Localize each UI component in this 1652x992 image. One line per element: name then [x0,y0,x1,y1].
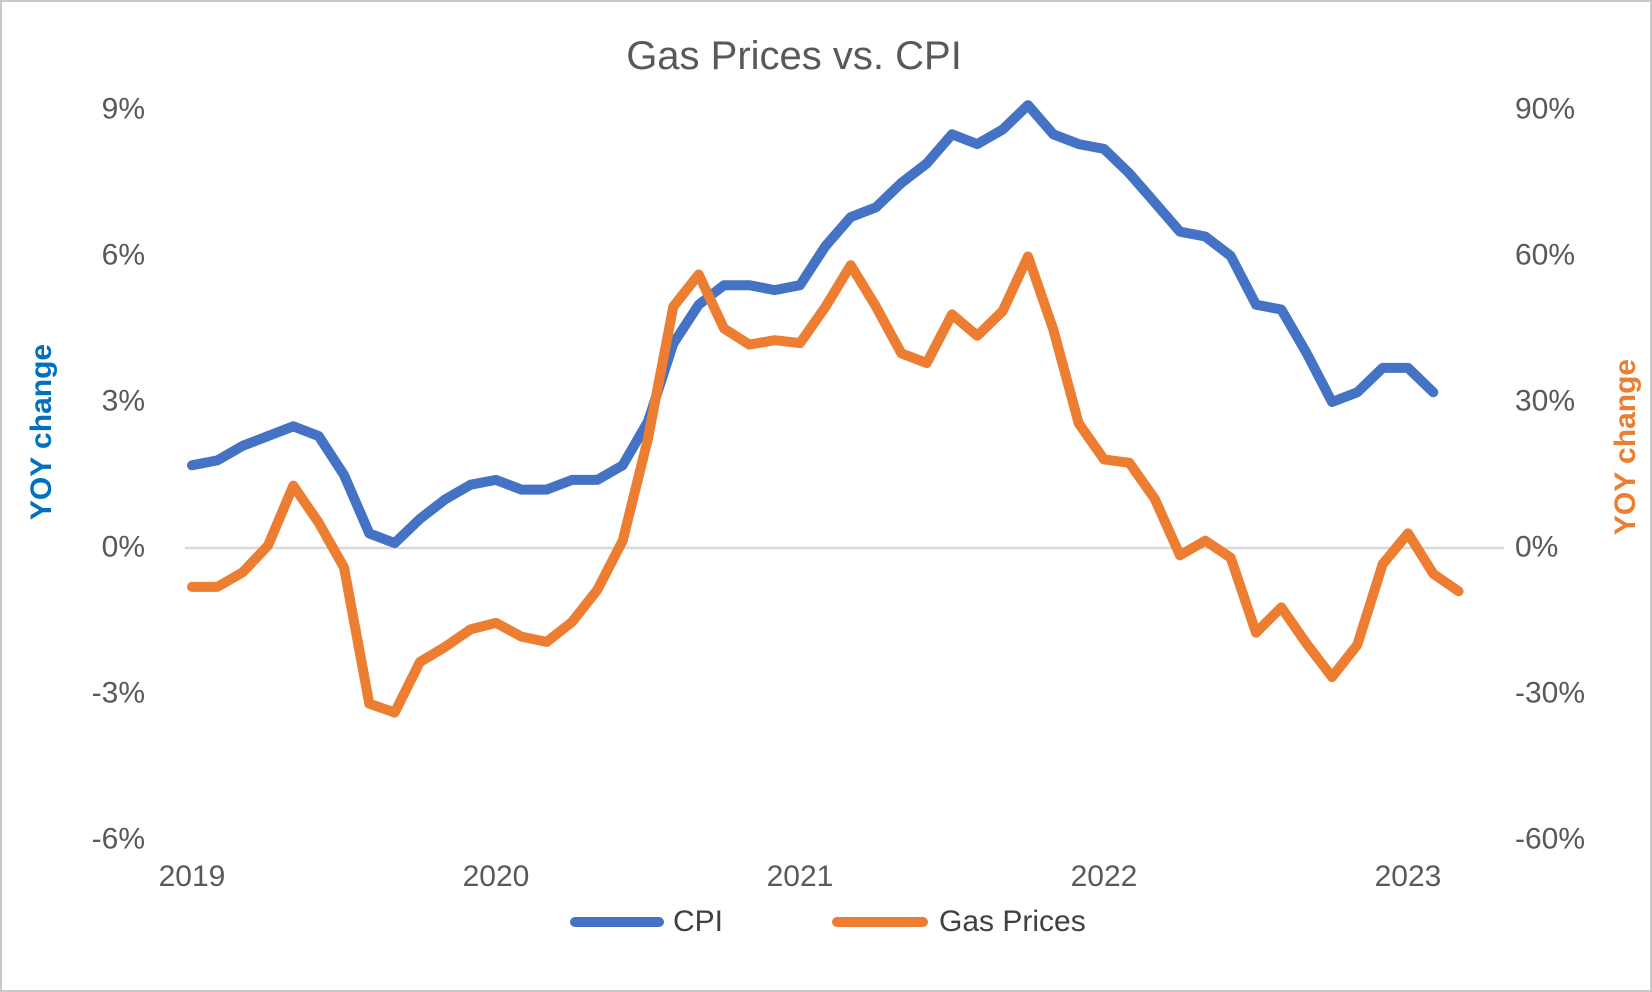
legend-swatch-cpi [570,917,664,927]
y-tick-left-neg6: -6% [91,822,145,856]
y-tick-left-0: 0% [101,530,145,564]
x-tick-2021: 2021 [766,860,834,893]
x-tick-2020: 2020 [462,860,530,893]
cpi-line [187,100,1439,549]
y-tick-left-9: 9% [101,92,145,126]
chart-title: Gas Prices vs. CPI [626,34,962,78]
y-tick-left-3: 3% [101,384,145,418]
y-tick-left-neg3: -3% [91,676,145,710]
x-tick-2022: 2022 [1070,860,1138,893]
y-tick-right-30: 30% [1515,384,1576,418]
y-tick-right-90: 90% [1515,92,1576,126]
legend-label-cpi: CPI [673,905,724,938]
y-tick-right-60: 60% [1515,238,1576,272]
y-tick-right-0: 0% [1515,530,1559,564]
legend-swatch-gas [832,917,928,927]
y-tick-left-6: 6% [101,238,145,272]
x-tick-2019: 2019 [158,860,226,893]
y-tick-right-neg60: -60% [1515,822,1586,856]
legend-label-gas: Gas Prices [939,905,1086,938]
y-tick-right-neg30: -30% [1515,676,1586,710]
x-tick-2023: 2023 [1374,860,1442,893]
gas-line [187,251,1464,718]
